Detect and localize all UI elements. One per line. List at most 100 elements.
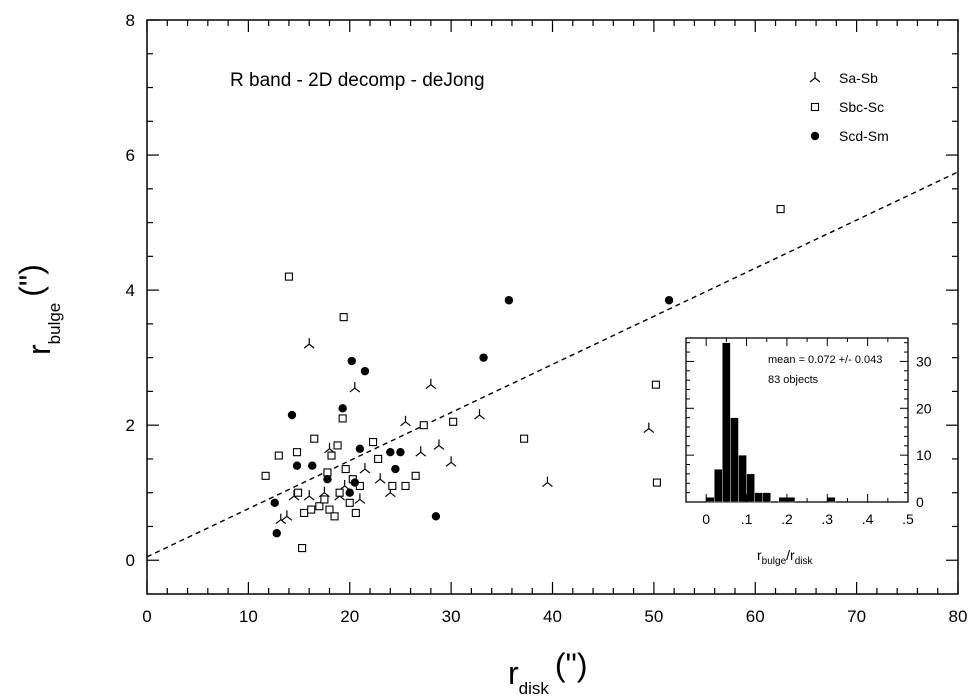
histogram-bar <box>786 497 796 503</box>
fit-line <box>146 171 959 558</box>
point-tripod <box>425 378 437 390</box>
y-tick-label: 0 <box>126 551 135 570</box>
point-open-square <box>520 434 529 443</box>
point-filled-circle <box>323 475 332 484</box>
inset-y-tick-label: 0 <box>916 494 924 510</box>
x-tick-label: 60 <box>746 607 765 626</box>
legend-marker-open-square <box>810 102 820 112</box>
point-open-square <box>335 488 344 497</box>
inset-bars <box>705 342 836 503</box>
x-axis-label-main: r <box>508 655 519 691</box>
plot-frame <box>146 19 959 595</box>
histogram-bar <box>714 469 723 503</box>
point-open-square <box>341 465 350 474</box>
y-axis-label-sub: bulge <box>45 303 64 345</box>
x-tick-label: 0 <box>142 607 151 626</box>
point-open-square <box>293 488 303 497</box>
x-axis-label: rdisk (") <box>508 647 588 698</box>
point-open-square <box>651 380 660 389</box>
point-tripod <box>324 442 335 454</box>
inset-y-tick-label: 20 <box>916 400 932 416</box>
y-tick-label: 8 <box>126 11 135 30</box>
point-filled-circle <box>350 478 360 487</box>
x-axis-label-sub: disk <box>519 679 550 698</box>
point-filled-circle <box>664 296 674 305</box>
point-open-square <box>374 454 383 463</box>
point-tripod <box>374 473 386 484</box>
inset-xlabel-sub2: disk <box>795 556 814 567</box>
point-open-square <box>327 451 336 460</box>
point-filled-circle <box>360 366 370 376</box>
point-open-square <box>310 434 319 443</box>
point-filled-circle <box>396 447 405 457</box>
point-open-square <box>274 451 283 460</box>
point-open-square <box>284 272 293 281</box>
inset-xlabel-sub1: bulge <box>762 556 787 567</box>
histogram-bar <box>827 497 836 503</box>
point-tripod <box>445 456 457 467</box>
point-open-square <box>776 205 785 214</box>
legend-label: Sbc-Sc <box>839 99 884 115</box>
point-open-square <box>345 498 354 507</box>
point-tripod <box>542 476 553 488</box>
x-tick-label: 70 <box>847 607 866 626</box>
point-filled-circle <box>391 464 400 474</box>
inset-ticks <box>685 338 909 503</box>
inset-x-tick-label: .5 <box>902 511 914 527</box>
point-tripod <box>474 409 485 420</box>
point-open-square <box>315 502 324 511</box>
inset-x-tick-label: .2 <box>781 511 793 527</box>
point-filled-circle <box>386 447 395 457</box>
point-tripod <box>643 422 655 434</box>
point-open-square <box>339 313 348 322</box>
point-open-square <box>320 495 329 504</box>
point-tripod <box>400 415 411 427</box>
point-tripod <box>275 513 287 525</box>
point-tripod <box>359 463 371 474</box>
histogram-bar <box>705 497 715 503</box>
point-filled-circle <box>308 461 317 470</box>
point-tripod <box>349 382 361 393</box>
point-open-square <box>401 481 410 491</box>
point-open-square <box>292 448 302 457</box>
x-axis-label-unit: (") <box>555 647 588 683</box>
inset-x-tick-label: 0 <box>702 511 710 527</box>
point-tripod <box>354 493 366 504</box>
legend-label: Scd-Sm <box>839 128 889 144</box>
data-points <box>261 205 785 553</box>
point-filled-circle <box>272 529 281 538</box>
point-open-square <box>449 417 458 426</box>
point-filled-circle <box>431 512 441 521</box>
point-open-square <box>325 505 334 514</box>
x-tick-label: 10 <box>239 607 258 626</box>
legend-label: Sa-Sb <box>839 70 878 86</box>
inset-x-tick-label: .1 <box>741 511 753 527</box>
point-open-square <box>298 544 307 553</box>
point-filled-circle <box>504 296 514 305</box>
main-tick-labels: 0 10 20 30 40 50 60 70 80 0 2 4 6 8 <box>126 11 968 626</box>
inset-y-tick-label: 10 <box>916 447 932 463</box>
x-tick-label: 80 <box>949 607 968 626</box>
legend: Sa-Sb Sbc-Sc Scd-Sm <box>809 70 889 144</box>
plot-annotation: R band - 2D decomp - deJong <box>230 70 485 91</box>
x-tick-label: 20 <box>340 607 359 626</box>
inset-x-tick-label: .4 <box>862 511 874 527</box>
point-open-square <box>333 441 342 450</box>
y-axis-label-main: r <box>21 344 57 355</box>
point-open-square <box>323 468 332 477</box>
inset-x-axis-label: rbulge/rdisk <box>757 547 813 567</box>
histogram-bar <box>754 492 763 503</box>
point-open-square <box>411 471 420 480</box>
point-filled-circle <box>270 498 279 508</box>
histogram-bar <box>730 417 739 503</box>
legend-marker-tripod <box>809 72 821 83</box>
y-tick-label: 6 <box>126 146 135 165</box>
x-tick-label: 30 <box>442 607 461 626</box>
point-tripod <box>319 486 330 498</box>
main-axis-ticks <box>146 19 959 594</box>
point-open-square <box>338 414 347 423</box>
point-open-square <box>369 438 378 447</box>
legend-marker-filled-circle <box>810 131 820 141</box>
inset-xlabel-slash: /r <box>786 547 795 563</box>
